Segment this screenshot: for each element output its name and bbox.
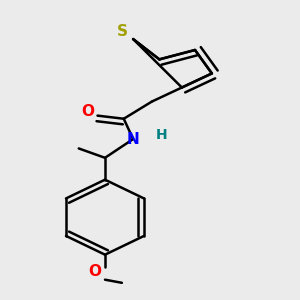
Text: H: H — [155, 128, 167, 142]
Text: S: S — [117, 24, 128, 39]
Text: N: N — [127, 132, 140, 147]
Text: O: O — [88, 264, 101, 279]
Text: O: O — [82, 104, 94, 119]
